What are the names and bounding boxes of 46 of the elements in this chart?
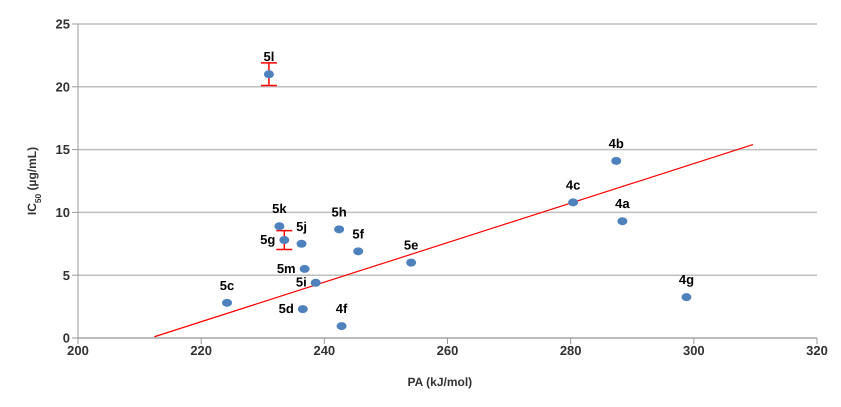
series-label: 5j [296, 218, 307, 234]
y-tick-label: 0 [62, 330, 70, 346]
x-axis-title: PA (kJ/mol) [408, 375, 472, 389]
point [611, 156, 622, 165]
point [264, 70, 274, 78]
series-label: 5f [352, 226, 365, 242]
y-tick-label: 5 [62, 268, 70, 283]
series-label: 4f [336, 301, 348, 316]
series-label: 5m [276, 260, 296, 276]
series-label: 4b [608, 136, 624, 151]
point [406, 258, 416, 267]
point [222, 298, 232, 307]
series-label: 5c [220, 278, 234, 293]
y-tick-label: 10 [56, 205, 70, 220]
x-tick-label: 320 [806, 343, 828, 358]
point [298, 305, 308, 314]
series-label: 5g [260, 232, 276, 248]
series-label: 4c [566, 177, 580, 192]
x-tick-label: 220 [190, 343, 212, 358]
y-tick-label: 15 [56, 142, 70, 158]
point [279, 236, 290, 244]
y-tick-label: 20 [56, 79, 70, 94]
point [681, 293, 692, 302]
series-label: 5k [272, 201, 288, 216]
series-label: 4a [615, 196, 630, 212]
x-tick-label: 300 [682, 343, 705, 358]
point [617, 217, 628, 226]
series-label: 5i [296, 274, 307, 290]
point [296, 240, 307, 248]
x-tick-label: 260 [436, 343, 458, 358]
point [274, 222, 284, 230]
series-label: 5l [263, 49, 274, 64]
x-tick-label: 280 [560, 343, 582, 358]
x-tick-label: 200 [67, 343, 89, 358]
point [334, 225, 344, 234]
point [568, 198, 578, 206]
x-tick-label: 240 [313, 343, 336, 358]
series-label: 5e [404, 238, 418, 253]
series-label: 4g [678, 272, 694, 288]
point [300, 264, 310, 273]
y-tick-label: 25 [56, 16, 70, 32]
point [353, 247, 364, 256]
series-label: 5h [332, 204, 347, 220]
series-label: 5d [278, 301, 294, 316]
point [336, 322, 347, 330]
point [310, 278, 321, 287]
